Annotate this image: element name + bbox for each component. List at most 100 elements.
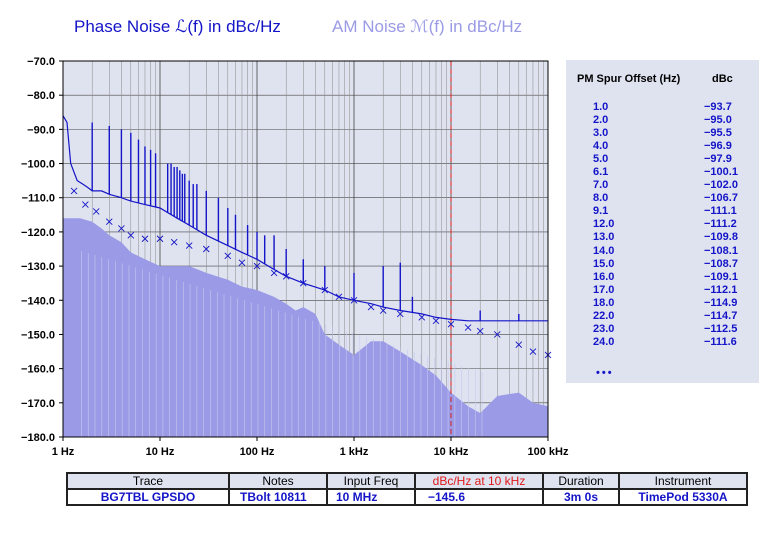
spur-rows: 1.0 −93.7 2.0 −95.0 3.0 −95.5 4.0 −96.9 5.0 −97.9… [566, 101, 759, 349]
data-point-marker [379, 307, 387, 314]
data-point-marker [432, 317, 440, 325]
spur-offset-value: 3.0 [593, 127, 609, 140]
spur-dbc-value: −95.5 [704, 127, 732, 140]
data-point-marker [127, 232, 135, 239]
spur-dbc-value: −102.0 [704, 179, 738, 192]
y-tick-label: −170.0 [21, 398, 55, 410]
data-point-marker [224, 252, 232, 260]
spur-dbc-value: −112.1 [704, 283, 738, 296]
spur-row: 4.0 −96.9 [566, 140, 759, 153]
y-tick-label: −100.0 [21, 159, 55, 171]
spur-offset-value: 12.0 [593, 218, 615, 231]
header-duration: Duration [542, 472, 620, 490]
measurement-info-table: Trace Notes Input Freq dBc/Hz at 10 kHz … [66, 472, 748, 506]
spur-offset-value: 1.0 [593, 101, 609, 113]
spur-dbc-value: −96.9 [704, 140, 732, 153]
spur-row: 9.1 −111.1 [566, 205, 759, 218]
y-tick-label: −140.0 [21, 295, 55, 307]
value-instrument: TimePod 5330A [618, 488, 748, 506]
y-tick-label: −160.0 [21, 364, 55, 376]
spur-dbc-value: −97.9 [704, 153, 732, 166]
header-dbc-10k: dBc/Hz at 10 kHz [414, 472, 544, 490]
plot-frame [62, 60, 549, 438]
data-point-marker [396, 310, 404, 318]
spur-dbc-value: −100.1 [704, 166, 738, 179]
spur-dbc-value: −114.7 [704, 309, 738, 322]
data-point-marker [515, 341, 523, 349]
spur-dbc-header: dBc [712, 73, 733, 85]
spur-dbc-value: −95.0 [704, 114, 732, 127]
spur-row: 6.1 −100.1 [566, 166, 759, 179]
value-trace: BG7TBL GPSDO [66, 488, 230, 506]
data-point-marker [476, 327, 484, 335]
spur-row: 12.0 −111.2 [566, 218, 759, 231]
spur-row: 17.0 −112.1 [566, 284, 759, 297]
data-point-marker [82, 201, 89, 208]
y-tick-label: −80.0 [27, 90, 55, 102]
spur-dbc-value: −109.1 [704, 270, 738, 283]
y-tick-label: −70.0 [27, 56, 55, 68]
info-value-row: BG7TBL GPSDO TBolt 10811 10 MHz −145.6 3… [66, 488, 748, 506]
header-instrument: Instrument [618, 472, 748, 490]
spur-offset-value: 8.0 [593, 192, 609, 205]
spur-dbc-value: −112.5 [704, 322, 738, 335]
spur-offset-value: 16.0 [593, 270, 615, 283]
spur-offset-value: 17.0 [593, 283, 615, 296]
spur-offset-value: 18.0 [593, 296, 615, 309]
data-point-marker [238, 259, 246, 266]
y-tick-label: −150.0 [21, 329, 55, 341]
y-tick-label: −180.0 [21, 432, 55, 444]
spur-dbc-value: −111.2 [704, 218, 737, 231]
data-point-marker [105, 218, 113, 225]
x-tick-label: 100 Hz [240, 446, 275, 458]
x-tick-label: 100 kHz [528, 446, 569, 458]
header-notes: Notes [228, 472, 328, 490]
spur-row: 5.0 −97.9 [566, 153, 759, 166]
spur-offset-value: 6.1 [593, 166, 609, 179]
data-point-marker [156, 235, 164, 243]
spur-offset-value: 7.0 [593, 179, 609, 192]
x-tick-label: 10 kHz [434, 446, 469, 458]
y-tick-label: −130.0 [21, 261, 55, 273]
data-point-marker [92, 208, 100, 215]
spur-row: 24.0 −111.6 [566, 336, 759, 349]
data-point-marker [141, 235, 149, 243]
y-tick-label: −110.0 [22, 193, 55, 205]
spur-offset-value: 4.0 [593, 140, 609, 153]
spur-offset-value: 13.0 [593, 231, 615, 244]
spur-row: 15.0 −108.7 [566, 258, 759, 271]
spur-row: 3.0 −95.5 [566, 127, 759, 140]
data-point-marker [367, 303, 375, 311]
spur-dbc-value: −106.7 [704, 192, 738, 205]
x-tick-label: 10 Hz [146, 446, 175, 458]
data-point-marker [70, 187, 78, 195]
spur-offset-value: 2.0 [593, 114, 609, 127]
spur-more-indicator: ••• [596, 367, 614, 379]
data-point-marker [185, 242, 193, 249]
phase-noise-title: Phase Noise ℒ(f) in dBc/Hz [74, 17, 281, 36]
info-header-row: Trace Notes Input Freq dBc/Hz at 10 kHz … [66, 472, 748, 490]
spur-row: 16.0 −109.1 [566, 271, 759, 284]
x-tick-label: 1 Hz [52, 446, 75, 458]
spur-row: 13.0 −109.8 [566, 231, 759, 244]
spur-dbc-value: −114.9 [704, 296, 738, 309]
spur-dbc-value: −108.1 [704, 244, 738, 257]
spur-row: 14.0 −108.1 [566, 245, 759, 258]
spur-offset-value: 15.0 [593, 257, 615, 270]
phase-noise-line [62, 115, 548, 322]
data-point-marker [418, 314, 426, 321]
spur-row: 8.0 −106.7 [566, 192, 759, 205]
spur-dbc-value: −111.1 [704, 205, 737, 218]
data-point-marker [493, 331, 501, 338]
spur-row: 23.0 −112.5 [566, 323, 759, 336]
value-notes: TBolt 10811 [228, 488, 328, 506]
header-trace: Trace [66, 472, 230, 490]
data-point-marker [447, 320, 455, 328]
data-point-marker [202, 245, 210, 253]
data-point-marker [464, 324, 472, 331]
data-point-marker [253, 262, 261, 270]
value-duration: 3m 0s [542, 488, 620, 506]
spur-offset-value: 14.0 [593, 244, 615, 257]
spur-dbc-value: −93.7 [704, 101, 732, 113]
